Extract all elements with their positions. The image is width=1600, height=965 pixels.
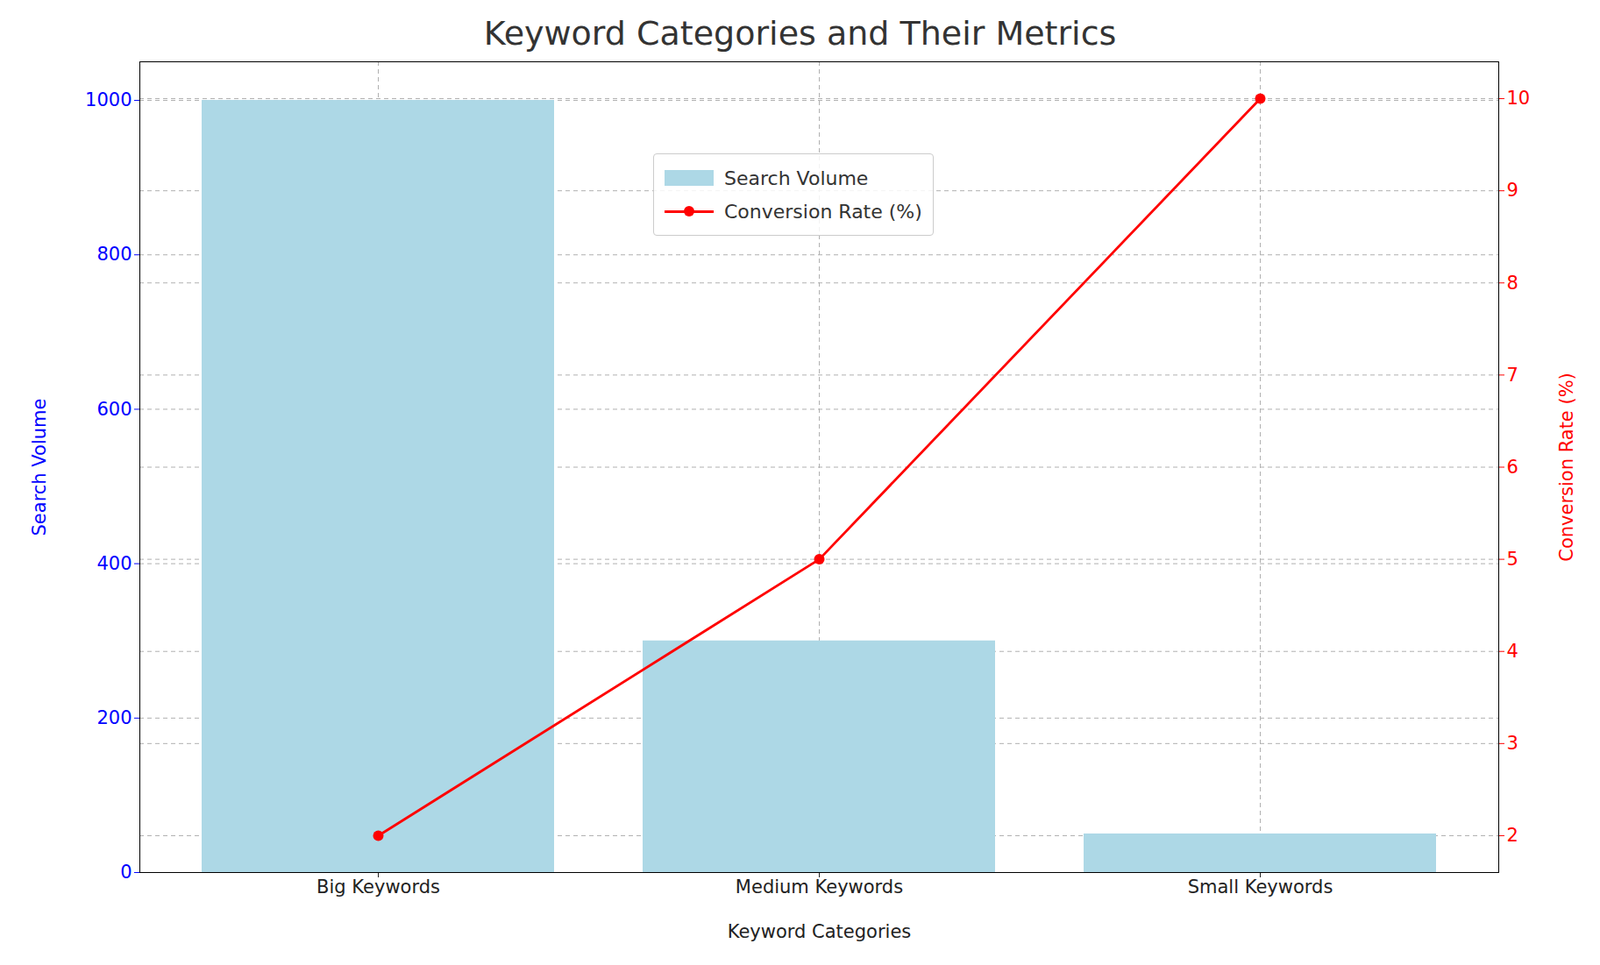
svg-text:5: 5 [1507,548,1519,570]
svg-text:Small Keywords: Small Keywords [1187,876,1334,898]
svg-text:3: 3 [1507,732,1519,754]
svg-text:8: 8 [1507,271,1519,293]
svg-text:10: 10 [1507,87,1531,109]
svg-text:1000: 1000 [85,89,132,111]
svg-text:Keyword Categories: Keyword Categories [727,921,912,943]
svg-text:Search Volume: Search Volume [28,398,50,537]
svg-text:Big Keywords: Big Keywords [316,876,441,898]
svg-text:Medium Keywords: Medium Keywords [735,876,904,898]
svg-text:600: 600 [96,398,132,420]
html-text:Keyword Categories and Their M: Keyword Categories and Their Metrics [483,14,1117,53]
svg-text:800: 800 [96,243,132,265]
svg-text:6: 6 [1507,456,1519,478]
svg-text:400: 400 [96,553,132,575]
html-text:Search Volume: Search Volume [724,167,869,189]
svg-text:4: 4 [1507,640,1519,662]
svg-text:7: 7 [1507,364,1519,386]
svg-text:Conversion Rate (%): Conversion Rate (%) [1556,372,1578,562]
svg-text:9: 9 [1507,179,1519,201]
svg-text:2: 2 [1507,824,1519,847]
svg-text:200: 200 [96,707,132,729]
html-text:Conversion Rate (%): Conversion Rate (%) [724,200,923,223]
svg-text:0: 0 [120,861,132,883]
